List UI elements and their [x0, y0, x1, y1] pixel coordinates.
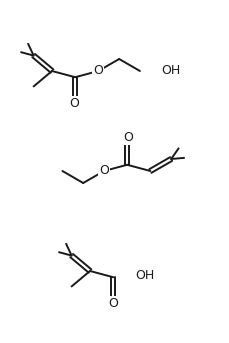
Text: O: O: [99, 165, 109, 177]
Text: O: O: [123, 131, 133, 144]
Text: O: O: [108, 297, 118, 310]
Text: OH: OH: [135, 269, 154, 282]
Text: O: O: [93, 64, 103, 78]
Text: O: O: [69, 97, 79, 110]
Text: OH: OH: [161, 64, 180, 78]
